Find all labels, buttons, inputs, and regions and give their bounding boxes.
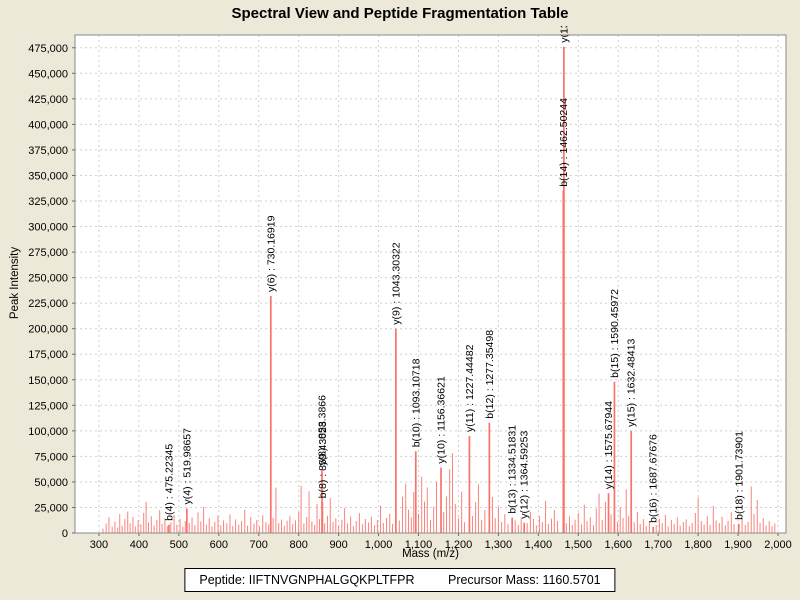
svg-text:275,000: 275,000 xyxy=(28,247,68,259)
peak-label-y(11): y(11) : 1227.44482 xyxy=(464,344,476,432)
peak-label-y(9): y(9) : 1043.30322 xyxy=(390,242,402,324)
svg-text:800: 800 xyxy=(290,539,308,551)
svg-text:250,000: 250,000 xyxy=(28,273,68,285)
svg-text:175,000: 175,000 xyxy=(28,349,68,361)
svg-text:375,000: 375,000 xyxy=(28,145,68,157)
noise-peaks xyxy=(102,453,776,533)
svg-text:125,000: 125,000 xyxy=(28,400,68,412)
peak-label-y(14): y(14) : 1575.67944 xyxy=(603,401,615,489)
peak-label-b(16): b(16) : 1687.67676 xyxy=(648,434,660,523)
peak-label-b(15): b(15) : 1590.45972 xyxy=(609,289,621,378)
peak-label-y(10): y(10) : 1156.36621 xyxy=(436,376,448,464)
svg-text:1,900: 1,900 xyxy=(724,539,752,551)
svg-text:400,000: 400,000 xyxy=(28,119,68,131)
svg-text:0: 0 xyxy=(62,528,68,540)
plot-background xyxy=(75,35,786,533)
peak-label-y(4): y(4) : 519.98657 xyxy=(181,428,193,505)
svg-text:600: 600 xyxy=(210,539,228,551)
peptide-sequence-label: Peptide: IIFTNVGNPHALGQKPLTFPR xyxy=(199,573,415,587)
svg-text:200,000: 200,000 xyxy=(28,324,68,336)
svg-text:300: 300 xyxy=(90,539,108,551)
peak-label-y(13): y(13) xyxy=(558,19,570,43)
spectrum-plot[interactable]: 300 400 500 600 700 800 900 1,000 1,100 1,200 1,30… xyxy=(0,0,800,565)
peak-label-b(10): b(10) : 1093.10718 xyxy=(410,358,422,447)
y-axis-title: Peak Intensity xyxy=(9,246,21,320)
svg-text:1,500: 1,500 xyxy=(565,539,593,551)
svg-text:225,000: 225,000 xyxy=(28,298,68,310)
svg-text:150,000: 150,000 xyxy=(28,375,68,387)
peak-label-b(12): b(12) : 1277.35498 xyxy=(484,330,496,419)
svg-text:100,000: 100,000 xyxy=(28,426,68,438)
peak-label-y(15): y(15) : 1632.48413 xyxy=(626,339,638,427)
peak-label-y(8): y(8) : 858.3866 xyxy=(317,395,329,466)
svg-text:25,000: 25,000 xyxy=(34,502,68,514)
peak-label-b(14): b(14) : 1462.50244 xyxy=(558,98,570,187)
peak-label-b(18): b(18) : 1901.73901 xyxy=(733,431,745,520)
svg-text:1,700: 1,700 xyxy=(644,539,672,551)
peak-label-y(12): y(12) : 1364.59253 xyxy=(519,430,531,518)
svg-text:900: 900 xyxy=(329,539,347,551)
svg-text:700: 700 xyxy=(250,539,268,551)
svg-text:1,800: 1,800 xyxy=(684,539,712,551)
peak-label-b(4): b(4) : 475.22345 xyxy=(163,444,175,521)
svg-text:475,000: 475,000 xyxy=(28,43,68,55)
svg-text:350,000: 350,000 xyxy=(28,170,68,182)
peptide-info-box: Peptide: IIFTNVGNPHALGQKPLTFPR Precursor… xyxy=(184,568,616,592)
svg-text:425,000: 425,000 xyxy=(28,94,68,106)
peak-label-y(6): y(6) : 730.16919 xyxy=(265,215,277,292)
svg-text:50,000: 50,000 xyxy=(34,477,68,489)
chart-title: Spectral View and Peptide Fragmentation … xyxy=(231,5,569,22)
peak-labels: b(4) : 475.22345 y(4) : 519.98657 y(6) : 7… xyxy=(163,19,745,523)
annotated-peaks xyxy=(168,46,740,533)
svg-text:1,000: 1,000 xyxy=(365,539,393,551)
precursor-mass-label: Precursor Mass: 1160.5701 xyxy=(447,573,601,587)
x-axis-title: Mass (m/z) xyxy=(402,548,459,560)
gridlines xyxy=(75,35,786,533)
svg-text:2,000: 2,000 xyxy=(764,539,792,551)
svg-text:325,000: 325,000 xyxy=(28,196,68,208)
tick-labels: 300 400 500 600 700 800 900 1,000 1,100 1,200 1,30… xyxy=(28,43,792,551)
svg-text:500: 500 xyxy=(170,539,188,551)
svg-text:300,000: 300,000 xyxy=(28,222,68,234)
svg-text:1,400: 1,400 xyxy=(525,539,553,551)
svg-text:1,600: 1,600 xyxy=(604,539,632,551)
peak-label-b(13): b(13) : 1334.51831 xyxy=(507,425,519,514)
svg-text:1,200: 1,200 xyxy=(445,539,473,551)
svg-text:400: 400 xyxy=(130,539,148,551)
svg-text:1,100: 1,100 xyxy=(405,539,433,551)
peak-label-b(8): b(8) : 859.43023 xyxy=(317,421,329,498)
svg-text:75,000: 75,000 xyxy=(34,451,68,463)
svg-text:1,300: 1,300 xyxy=(485,539,513,551)
plot-border xyxy=(74,34,787,534)
svg-text:450,000: 450,000 xyxy=(28,68,68,80)
